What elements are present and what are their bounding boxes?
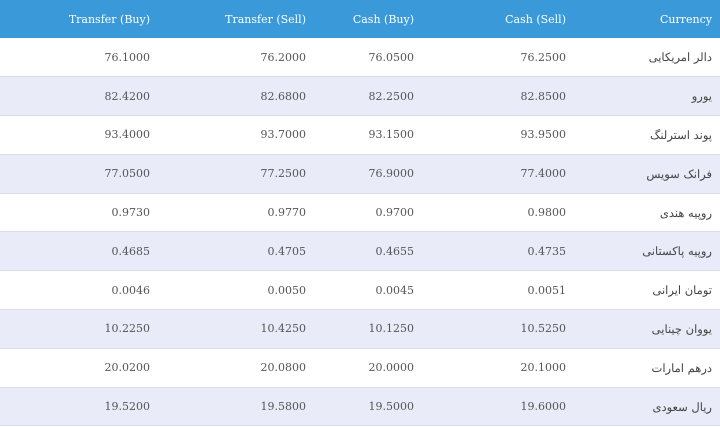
transfer-buy-cell: 76.1000 (104, 50, 151, 64)
transfer-sell-cell: 77.2500 (260, 167, 307, 181)
table-header: Transfer (Buy) Transfer (Sell) Cash (Buy… (0, 0, 720, 38)
table-row: 76.1000 76.2000 76.0500 76.2500 دالر امر… (0, 38, 720, 77)
currency-cell: روپیه پاکستانی (642, 244, 712, 259)
transfer-sell-cell: 0.4705 (267, 244, 307, 258)
transfer-sell-cell: 0.0050 (267, 283, 307, 297)
table-row: 10.2250 10.4250 10.1250 10.5250 یووان چی… (0, 309, 720, 349)
cash-buy-cell: 20.0000 (368, 361, 415, 375)
currency-cell: دالر امریکایی (648, 50, 712, 65)
cash-sell-cell: 93.9500 (520, 128, 567, 142)
cash-sell-cell: 10.5250 (520, 322, 567, 336)
cash-buy-cell: 82.2500 (368, 89, 415, 103)
table-row: 82.4200 82.6800 82.2500 82.8500 یورو (0, 76, 720, 116)
transfer-buy-cell: 19.5200 (104, 400, 151, 414)
cash-buy-cell: 19.5000 (368, 400, 415, 414)
cash-sell-cell: 20.1000 (520, 361, 567, 375)
table-row: 93.4000 93.7000 93.1500 93.9500 پوند است… (0, 115, 720, 155)
table-row: 19.5200 19.5800 19.5000 19.6000 ریال سعو… (0, 387, 720, 426)
currency-cell: روپیه هندی (659, 205, 712, 220)
currency-cell: پوند استرلنگ (650, 127, 712, 142)
currency-cell: فرانک سویس (646, 166, 712, 181)
table-row: 0.0046 0.0050 0.0045 0.0051 تومان ایرانی (0, 270, 720, 310)
header-currency[interactable]: Currency (660, 12, 712, 26)
cash-buy-cell: 76.9000 (368, 167, 415, 181)
transfer-buy-cell: 10.2250 (104, 322, 151, 336)
cash-sell-cell: 0.9800 (527, 206, 567, 220)
transfer-buy-cell: 93.4000 (104, 128, 151, 142)
cash-sell-cell: 19.6000 (520, 400, 567, 414)
transfer-sell-cell: 93.7000 (260, 128, 307, 142)
header-cash-sell[interactable]: Cash (Sell) (505, 12, 566, 26)
transfer-buy-cell: 0.4685 (111, 244, 151, 258)
transfer-sell-cell: 0.9770 (267, 206, 307, 220)
transfer-sell-cell: 19.5800 (260, 400, 307, 414)
transfer-buy-cell: 82.4200 (104, 89, 151, 103)
cash-buy-cell: 0.0045 (375, 283, 415, 297)
cash-sell-cell: 77.4000 (520, 167, 567, 181)
table-row: 20.0200 20.0800 20.0000 20.1000 درهم اما… (0, 348, 720, 388)
transfer-sell-cell: 10.4250 (260, 322, 307, 336)
currency-cell: درهم امارات (651, 360, 712, 375)
transfer-buy-cell: 77.0500 (104, 167, 151, 181)
transfer-buy-cell: 0.0046 (111, 283, 151, 297)
currency-cell: یووان چینایی (651, 321, 712, 336)
cash-buy-cell: 0.9700 (375, 206, 415, 220)
table-row: 0.4685 0.4705 0.4655 0.4735 روپیه پاکستا… (0, 231, 720, 271)
header-cash-buy[interactable]: Cash (Buy) (352, 12, 414, 26)
currency-cell: یورو (691, 89, 712, 104)
cash-buy-cell: 76.0500 (368, 50, 415, 64)
header-row: Transfer (Buy) Transfer (Sell) Cash (Buy… (0, 0, 720, 38)
header-transfer-sell[interactable]: Transfer (Sell) (225, 12, 306, 26)
cash-buy-cell: 93.1500 (368, 128, 415, 142)
transfer-buy-cell: 0.9730 (111, 206, 151, 220)
cash-sell-cell: 76.2500 (520, 50, 567, 64)
table-body: 76.1000 76.2000 76.0500 76.2500 دالر امر… (0, 38, 720, 426)
header-transfer-buy[interactable]: Transfer (Buy) (68, 12, 150, 26)
cash-sell-cell: 82.8500 (520, 89, 567, 103)
cash-sell-cell: 0.4735 (527, 244, 567, 258)
cash-buy-cell: 0.4655 (375, 244, 415, 258)
cash-buy-cell: 10.1250 (368, 322, 415, 336)
transfer-sell-cell: 76.2000 (260, 50, 307, 64)
transfer-sell-cell: 20.0800 (260, 361, 307, 375)
transfer-sell-cell: 82.6800 (260, 89, 307, 103)
currency-cell: ریال سعودی (652, 399, 712, 414)
table-row: 77.0500 77.2500 76.9000 77.4000 فرانک سو… (0, 154, 720, 194)
cash-sell-cell: 0.0051 (527, 283, 567, 297)
transfer-buy-cell: 20.0200 (104, 361, 151, 375)
currency-cell: تومان ایرانی (652, 283, 712, 298)
table-row: 0.9730 0.9770 0.9700 0.9800 روپیه هندی (0, 193, 720, 232)
